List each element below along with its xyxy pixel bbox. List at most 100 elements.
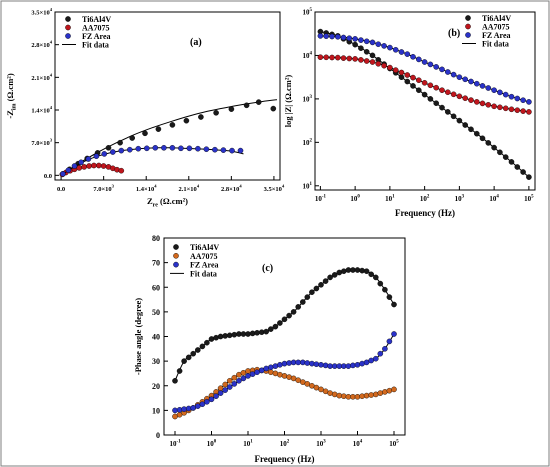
data-point bbox=[231, 331, 238, 338]
x-tick-label: 104 bbox=[489, 195, 499, 204]
data-point bbox=[456, 93, 463, 100]
data-point bbox=[479, 135, 486, 142]
data-point bbox=[334, 54, 341, 61]
data-point bbox=[118, 147, 125, 154]
data-point bbox=[415, 87, 422, 93]
data-point bbox=[377, 350, 384, 357]
x-tick-label: 102 bbox=[280, 440, 290, 449]
data-point bbox=[433, 100, 440, 106]
data-point bbox=[514, 164, 521, 170]
data-point bbox=[450, 113, 457, 120]
data-point bbox=[286, 312, 292, 319]
x-tick-label: 0.0 bbox=[57, 186, 65, 193]
data-point bbox=[508, 159, 515, 165]
x-tick-label: 10-1 bbox=[315, 195, 327, 204]
y-tick-label: 60 bbox=[152, 283, 160, 292]
data-point bbox=[377, 280, 384, 287]
data-point bbox=[199, 343, 206, 350]
data-point bbox=[398, 69, 405, 76]
panel-a: 0.0 7.0×103 1.4×104 2.1×104 2.8×104 3.5×104 0.… bbox=[5, 7, 285, 209]
data-point bbox=[363, 38, 370, 45]
data-point bbox=[456, 74, 463, 80]
data-point bbox=[323, 54, 330, 61]
x-tick-label: 10-1 bbox=[169, 440, 181, 449]
data-point bbox=[358, 37, 364, 43]
data-point bbox=[526, 174, 532, 180]
panel-b: 10-1 100 101 102 103 104 105 101 102 103 104 105 (b)… bbox=[283, 8, 536, 218]
data-point bbox=[421, 80, 428, 86]
data-point bbox=[331, 391, 338, 398]
data-point bbox=[245, 368, 251, 374]
data-point bbox=[526, 109, 532, 115]
data-point bbox=[491, 87, 497, 93]
data-point bbox=[473, 130, 480, 137]
data-point bbox=[91, 162, 97, 169]
data-point bbox=[377, 390, 384, 396]
y-tick-label: 102 bbox=[303, 138, 313, 147]
x-tick-label: 1.4×104 bbox=[136, 184, 157, 194]
y-tick-label: 3.5×104 bbox=[31, 7, 52, 17]
data-point bbox=[346, 55, 353, 62]
plot-frame bbox=[54, 11, 281, 181]
data-point bbox=[203, 146, 210, 152]
data-point bbox=[183, 117, 190, 124]
data-point bbox=[96, 162, 102, 169]
data-point bbox=[468, 126, 474, 133]
y-tick-label: 10 bbox=[152, 406, 160, 415]
legend-marker-0 bbox=[465, 15, 471, 21]
data-point bbox=[439, 66, 445, 73]
y-tick-label: 2.1×104 bbox=[31, 72, 52, 82]
data-point bbox=[81, 164, 87, 170]
data-point bbox=[231, 381, 238, 387]
data-point bbox=[375, 41, 382, 48]
data-point bbox=[427, 61, 434, 68]
data-point bbox=[169, 122, 176, 128]
data-point bbox=[485, 85, 492, 91]
data-point bbox=[439, 104, 445, 111]
legend-label-2: FZ Area bbox=[482, 31, 511, 40]
x-tick-label: 100 bbox=[350, 195, 360, 204]
data-point bbox=[479, 100, 486, 107]
data-point bbox=[317, 33, 324, 39]
x-tick-label: 3.5×104 bbox=[264, 184, 285, 194]
data-point bbox=[117, 139, 123, 146]
data-point bbox=[410, 74, 416, 81]
data-point bbox=[329, 54, 335, 61]
data-point bbox=[354, 393, 361, 400]
data-point bbox=[375, 61, 382, 67]
data-point bbox=[468, 78, 474, 85]
data-point bbox=[281, 373, 288, 379]
data-point bbox=[93, 153, 100, 159]
data-point bbox=[391, 386, 397, 393]
data-point bbox=[186, 145, 193, 152]
legend-label-0: Ti6Al4V bbox=[190, 243, 219, 252]
data-point bbox=[421, 59, 428, 65]
data-point bbox=[127, 146, 133, 153]
data-point bbox=[491, 144, 497, 151]
data-point bbox=[118, 167, 125, 174]
data-point bbox=[267, 369, 274, 376]
legend-marker-2 bbox=[65, 33, 71, 39]
data-point bbox=[220, 147, 227, 153]
data-point bbox=[404, 51, 411, 57]
data-point bbox=[415, 77, 422, 83]
data-point bbox=[502, 91, 509, 98]
data-point bbox=[363, 58, 370, 64]
data-point bbox=[340, 55, 347, 61]
data-point bbox=[60, 171, 66, 177]
data-point bbox=[76, 165, 83, 171]
data-point bbox=[65, 167, 72, 173]
data-point bbox=[208, 396, 215, 403]
legend-marker-1 bbox=[465, 23, 471, 30]
legend-marker-2 bbox=[173, 261, 179, 268]
data-point bbox=[263, 365, 270, 372]
x-tick-label: 105 bbox=[389, 440, 399, 449]
legend-label-2: FZ Area bbox=[190, 261, 219, 270]
x-tick-label: 2.1×104 bbox=[178, 184, 199, 194]
data-point bbox=[331, 272, 338, 278]
legend-label-1: AA7075 bbox=[190, 252, 218, 261]
data-point bbox=[410, 54, 416, 60]
y-tick-label: 104 bbox=[303, 51, 313, 60]
data-point bbox=[404, 72, 411, 78]
data-point bbox=[334, 34, 341, 40]
